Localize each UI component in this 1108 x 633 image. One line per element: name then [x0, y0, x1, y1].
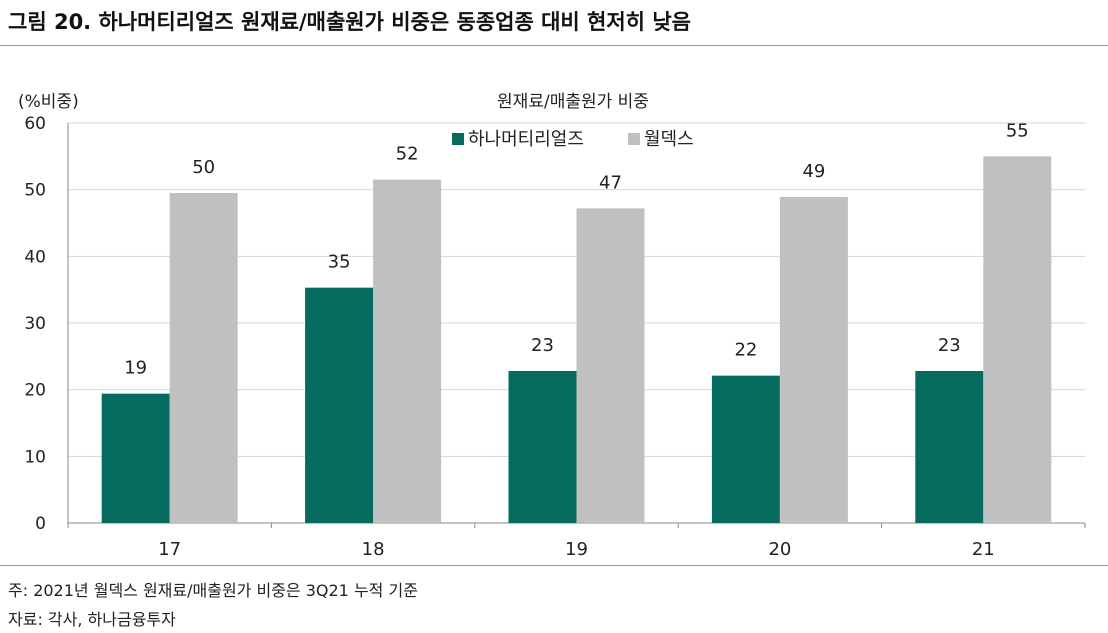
- y-tick-label: 0: [35, 514, 46, 534]
- figure-title: 그림 20. 하나머티리얼즈 원재료/매출원가 비중은 동종업종 대비 현저히 …: [8, 10, 691, 34]
- bar-wonik-21: [983, 156, 1052, 523]
- bar-wonik-19: [576, 208, 645, 524]
- source-note: 자료: 각사, 하나금융투자: [8, 610, 176, 629]
- x-tick-label: 20: [768, 539, 791, 560]
- data-label: 47: [599, 172, 622, 193]
- y-tick-label: 40: [24, 247, 46, 267]
- chart-title: 원재료/매출원가 비중: [497, 92, 649, 112]
- y-tick-label: 50: [24, 181, 46, 201]
- y-tick-label: 20: [24, 381, 46, 401]
- y-tick-label: 60: [24, 114, 46, 134]
- bar-wonik-20: [779, 197, 848, 523]
- data-label: 19: [124, 358, 147, 379]
- bar-hana-19: [508, 371, 577, 523]
- data-labels: 19 50 35 52 23 47 22 49 23 55: [124, 120, 1029, 378]
- legend-swatch: [452, 133, 464, 145]
- bars: [101, 156, 1052, 524]
- legend-label: 하나머티리얼즈: [468, 129, 584, 150]
- legend: 하나머티리얼즈 월덱스: [452, 129, 694, 150]
- y-tick-labels: 0 10 20 30 40 50 60: [24, 114, 46, 534]
- data-label: 50: [192, 157, 215, 178]
- bar-wonik-18: [373, 179, 442, 523]
- legend-label: 월덱스: [644, 129, 694, 150]
- footnote: 주: 2021년 월덱스 원재료/매출원가 비중은 3Q21 누적 기준: [8, 581, 418, 600]
- x-tick-label: 19: [565, 539, 588, 560]
- legend-swatch: [628, 133, 640, 145]
- y-tick-label: 30: [24, 314, 46, 334]
- bar-hana-17: [101, 393, 170, 523]
- data-label: 52: [396, 144, 419, 165]
- top-divider: [0, 45, 1108, 46]
- data-label: 22: [734, 340, 757, 361]
- data-label: 55: [1006, 120, 1029, 141]
- x-tick-labels: 17 18 19 20 21: [158, 539, 995, 560]
- bar-hana-18: [305, 287, 374, 523]
- bar-hana-20: [711, 375, 780, 523]
- data-label: 23: [938, 335, 961, 356]
- bottom-divider: [0, 565, 1108, 566]
- bar-wonik-17: [169, 193, 238, 523]
- x-tick-label: 18: [362, 539, 385, 560]
- y-axis-label: (%비중): [18, 92, 79, 112]
- data-label: 23: [531, 335, 554, 356]
- data-label: 35: [328, 252, 351, 273]
- x-tick-label: 17: [158, 539, 181, 560]
- bar-hana-21: [915, 371, 984, 523]
- x-tick-label: 21: [972, 539, 995, 560]
- y-tick-label: 10: [24, 447, 46, 467]
- data-label: 49: [802, 161, 825, 182]
